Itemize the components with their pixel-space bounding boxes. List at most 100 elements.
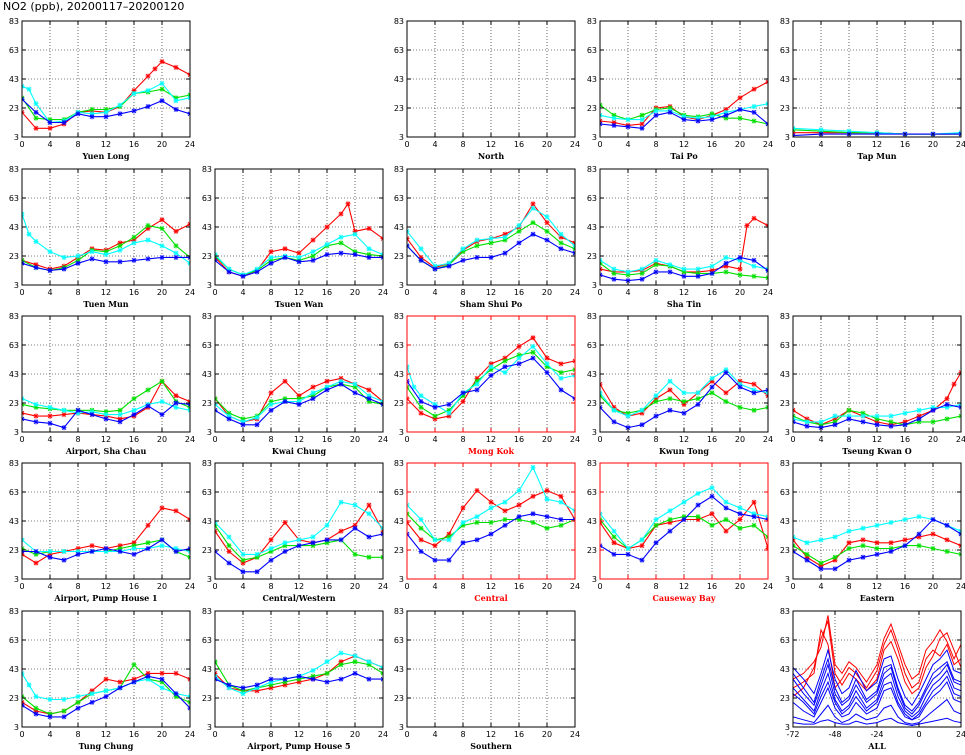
- data-point-red: [695, 517, 701, 523]
- x-tick-label: 4: [432, 730, 437, 739]
- data-point-blue: [530, 355, 536, 361]
- x-tick-label: 24: [378, 730, 388, 739]
- data-point-cyan: [530, 343, 536, 349]
- data-point-blue: [446, 557, 452, 563]
- data-point-cyan: [446, 260, 452, 266]
- data-point-cyan: [488, 505, 494, 511]
- data-point-green: [131, 396, 137, 402]
- x-tick-label: 24: [763, 140, 773, 149]
- data-point-blue: [625, 551, 631, 557]
- data-point-blue: [488, 254, 494, 260]
- x-tick-label: 0: [597, 140, 602, 149]
- data-point-cyan: [131, 240, 137, 246]
- data-point-blue: [352, 252, 358, 258]
- data-point-blue: [240, 273, 246, 279]
- data-point-green: [751, 118, 757, 124]
- data-point-cyan: [240, 419, 246, 425]
- data-point-blue: [558, 246, 564, 252]
- data-point-blue: [446, 401, 452, 407]
- x-tick-label: 24: [378, 288, 388, 297]
- data-point-red: [338, 375, 344, 381]
- data-point-blue: [131, 412, 137, 418]
- data-layer: [600, 79, 768, 131]
- x-tick-label: 12: [679, 140, 689, 149]
- y-tick-label: 3: [399, 575, 404, 584]
- data-point-green: [268, 399, 274, 405]
- panel-yuen-long: 3 23 43 63 83 0 4 8 12 16 20 24 Yuen Long: [9, 17, 195, 161]
- y-tick-label: 63: [202, 488, 212, 497]
- data-point-cyan: [737, 381, 743, 387]
- data-point-green: [695, 270, 701, 276]
- data-point-green: [352, 384, 358, 390]
- data-point-blue: [159, 254, 165, 260]
- y-tick-label: 43: [9, 517, 19, 526]
- x-tick-label: 24: [185, 435, 195, 444]
- data-point-green: [695, 514, 701, 520]
- x-tick-label: 8: [846, 435, 851, 444]
- data-point-blue: [818, 566, 824, 572]
- data-point-cyan: [751, 387, 757, 393]
- data-point-blue: [117, 111, 123, 117]
- data-point-red: [310, 237, 316, 243]
- data-point-blue: [103, 416, 109, 422]
- data-point-blue: [432, 266, 438, 272]
- data-point-cyan: [117, 102, 123, 108]
- station-label: Sha Tin: [667, 299, 702, 309]
- y-tick-label: 3: [399, 133, 404, 142]
- data-point-cyan: [639, 407, 645, 413]
- data-point-blue: [61, 266, 67, 272]
- y-tick-label: 83: [587, 312, 597, 321]
- data-point-red: [366, 502, 372, 508]
- data-point-red: [366, 225, 372, 231]
- data-point-blue: [681, 117, 687, 123]
- data-point-red: [744, 223, 750, 229]
- data-point-blue: [558, 387, 564, 393]
- x-tick-label: 24: [185, 582, 195, 591]
- data-point-cyan: [723, 109, 729, 115]
- data-point-cyan: [159, 80, 165, 86]
- y-tick-label: 43: [394, 75, 404, 84]
- data-point-red: [874, 419, 880, 425]
- data-point-cyan: [103, 688, 109, 694]
- data-point-cyan: [653, 393, 659, 399]
- data-point-blue: [832, 422, 838, 428]
- data-point-blue: [61, 714, 67, 720]
- x-tick-label: 16: [707, 140, 717, 149]
- data-point-blue: [625, 124, 631, 130]
- x-tick-label: 16: [514, 582, 524, 591]
- data-point-green: [751, 522, 757, 528]
- y-tick-label: 23: [394, 546, 404, 555]
- data-point-green: [667, 517, 673, 523]
- data-point-red: [474, 488, 480, 494]
- data-point-blue: [516, 514, 522, 520]
- data-point-red: [173, 670, 179, 676]
- data-point-cyan: [832, 534, 838, 540]
- data-point-red: [502, 231, 508, 237]
- panel-tseung-kwan-o: 3 23 43 63 83 0 4 8 12 16 20 24 Tseung Kwan O: [780, 312, 965, 456]
- data-point-cyan: [173, 546, 179, 552]
- data-point-red: [145, 73, 151, 79]
- x-tick-label: 0: [19, 435, 24, 444]
- x-tick-label: 0: [212, 582, 217, 591]
- data-point-green: [460, 249, 466, 255]
- data-point-blue: [145, 403, 151, 409]
- data-point-green: [446, 534, 452, 540]
- data-point-red: [89, 543, 95, 549]
- y-tick-label: 63: [394, 341, 404, 350]
- data-point-red: [282, 378, 288, 384]
- data-point-green: [75, 699, 81, 705]
- x-tick-label: 12: [294, 730, 304, 739]
- data-point-cyan: [930, 404, 936, 410]
- panel-central-western: 3 23 43 63 83 0 4 8 12 16 20 24 Central/Western: [202, 459, 388, 603]
- x-tick-label: 8: [75, 730, 80, 739]
- data-point-blue: [103, 694, 109, 700]
- x-tick-label: 0: [916, 730, 921, 739]
- data-point-green: [173, 95, 179, 101]
- x-tick-label: 20: [157, 435, 167, 444]
- data-point-green: [159, 679, 165, 685]
- y-tick-label: 83: [780, 17, 790, 26]
- data-point-green: [61, 708, 67, 714]
- data-point-blue: [502, 250, 508, 256]
- data-point-green: [502, 358, 508, 364]
- x-tick-label: 16: [900, 435, 910, 444]
